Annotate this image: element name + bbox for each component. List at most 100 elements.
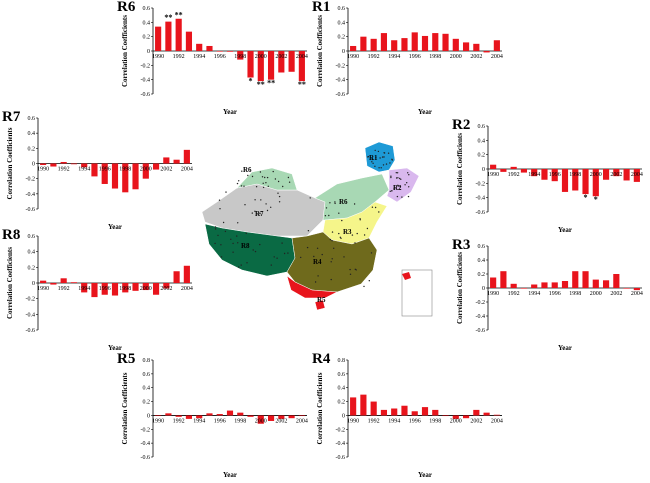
station-dot xyxy=(287,252,289,254)
map-label-R7: R7 xyxy=(255,210,264,218)
bar xyxy=(185,415,193,419)
station-dot xyxy=(220,256,223,258)
significance-mark: * xyxy=(594,195,598,204)
x-tick-label: 1996 xyxy=(409,418,421,424)
y-tick-label: -0.2 xyxy=(336,427,346,433)
bar xyxy=(633,169,640,182)
bar xyxy=(226,51,234,52)
y-tick-label: 0.8 xyxy=(143,358,151,364)
x-tick-label: 1996 xyxy=(99,167,111,173)
y-axis-label: Correlation Coefficients xyxy=(316,372,324,444)
station-dot xyxy=(407,172,409,174)
chart-title: R7 xyxy=(2,109,21,125)
bar xyxy=(183,265,190,283)
bar xyxy=(298,51,305,82)
bar xyxy=(493,414,500,416)
station-dot xyxy=(232,251,234,253)
bar xyxy=(401,38,408,51)
station-dot xyxy=(266,176,269,179)
bar xyxy=(206,45,213,51)
x-tick-label: 1998 xyxy=(234,54,246,60)
chart-title: R2 xyxy=(452,117,471,133)
x-tick-label: 1992 xyxy=(508,291,520,297)
station-dot xyxy=(408,186,410,188)
bar xyxy=(520,169,528,173)
significance-mark: ** xyxy=(175,10,183,19)
bar xyxy=(452,38,459,51)
bar xyxy=(122,283,129,293)
station-dot xyxy=(277,180,280,183)
bar xyxy=(572,169,579,191)
bar xyxy=(163,283,170,289)
x-tick-label: 1996 xyxy=(549,172,561,178)
map-label-R8: R8 xyxy=(241,242,250,250)
significance-mark: * xyxy=(249,77,253,86)
bar xyxy=(432,33,439,51)
panel-R1: R1 0.6 0.4 0.2 0 -0.2 -0.4 -0.6 1990 1992 1994 1996… xyxy=(310,0,510,120)
y-tick-label: 0.2 xyxy=(338,35,346,41)
x-axis-label: Year xyxy=(223,108,237,116)
y-tick-label: -0.2 xyxy=(336,63,346,69)
x-tick-label: 1998 xyxy=(119,286,131,292)
x-tick-label: 1996 xyxy=(549,291,561,297)
y-axis-label: Correlation Coefficients xyxy=(456,133,464,205)
chart-svg: 0.6 0.4 0.2 0 -0.2 -0.4 -0.6 * * 1990 1992 1994 1996… xyxy=(456,124,643,234)
y-tick-label: 0.6 xyxy=(478,244,486,250)
station-dot xyxy=(241,170,243,172)
station-dot xyxy=(287,176,290,179)
station-dot xyxy=(374,149,376,152)
station-dot xyxy=(329,238,332,241)
bar xyxy=(582,169,589,195)
y-tick-label: -0.4 xyxy=(141,78,151,84)
bar xyxy=(183,149,190,164)
station-dot xyxy=(343,256,345,258)
y-tick-label: 0 xyxy=(32,281,35,287)
station-dot xyxy=(330,278,332,281)
station-dot xyxy=(396,172,399,174)
y-tick-label: 0.6 xyxy=(478,124,486,130)
bar xyxy=(592,169,599,197)
bar xyxy=(370,38,377,51)
station-dot xyxy=(220,244,222,246)
x-tick-label: 2004 xyxy=(631,291,643,297)
station-dot xyxy=(272,170,274,173)
significance-mark: ** xyxy=(267,79,275,88)
station-dot xyxy=(354,268,356,270)
bar xyxy=(442,415,449,417)
x-tick-label: 1996 xyxy=(214,54,226,60)
x-tick-label: 2000 xyxy=(450,54,462,60)
y-tick-label: 0.6 xyxy=(143,6,151,12)
bar xyxy=(452,415,459,419)
bar xyxy=(155,415,162,417)
bar xyxy=(173,271,180,283)
y-axis-label: Correlation Coefficients xyxy=(316,15,324,87)
bar xyxy=(237,412,244,416)
x-tick-label: 1998 xyxy=(119,167,131,173)
x-tick-label: 2000 xyxy=(140,286,152,292)
bar xyxy=(623,288,630,289)
station-dot xyxy=(370,252,373,254)
x-tick-label: 1990 xyxy=(37,167,49,173)
bar xyxy=(483,412,490,416)
station-dot xyxy=(374,165,376,167)
bar xyxy=(462,42,470,51)
bar xyxy=(473,409,480,416)
x-tick-label: 2002 xyxy=(160,167,172,173)
station-dot xyxy=(397,177,399,179)
bar xyxy=(111,163,119,189)
y-tick-label: -0.6 xyxy=(476,210,486,216)
station-dot xyxy=(222,221,225,224)
station-dot xyxy=(374,206,377,209)
x-tick-label: 2004 xyxy=(181,167,193,173)
bar xyxy=(91,163,98,177)
bar xyxy=(173,159,180,164)
bar xyxy=(623,169,630,181)
station-dot xyxy=(313,255,315,258)
region-map: R1 R2 R3 R4 R5 R6 R7 R8 R6 xyxy=(201,141,433,317)
bar xyxy=(462,415,470,419)
x-axis-label: Year xyxy=(108,223,122,231)
y-tick-label: 0.6 xyxy=(338,6,346,12)
x-axis-label: Year xyxy=(223,471,237,479)
bar xyxy=(175,415,182,417)
station-dot xyxy=(259,171,262,173)
